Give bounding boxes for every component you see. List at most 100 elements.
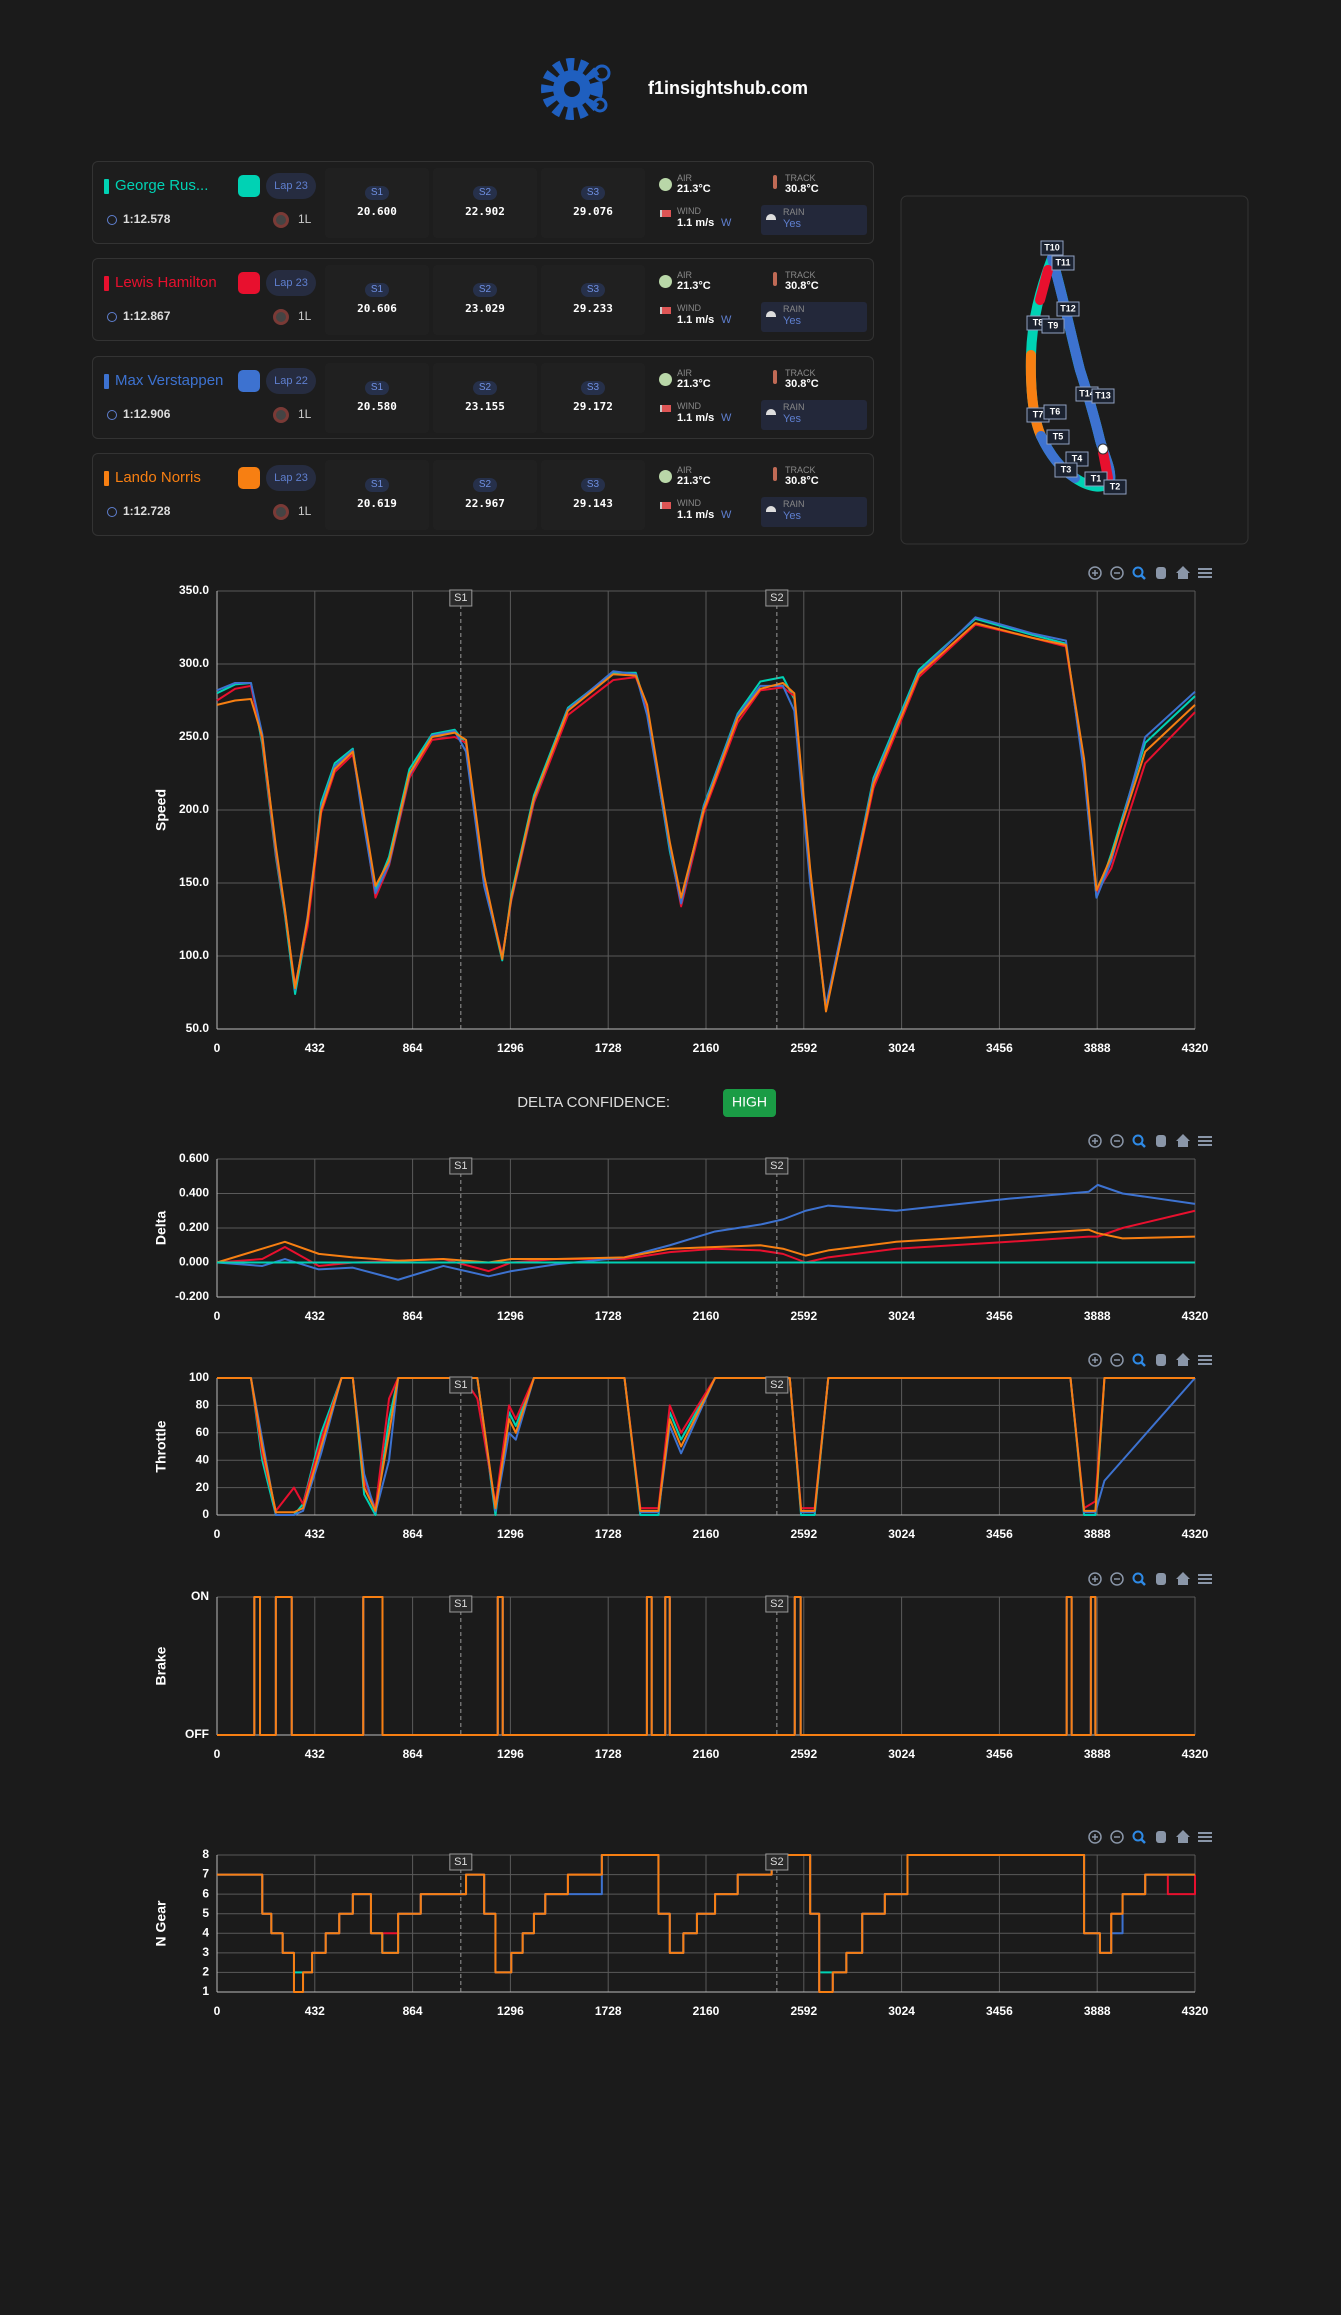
menu[interactable] — [1198, 1136, 1212, 1146]
y-tick-label: 100 — [189, 1370, 209, 1384]
y-tick-label: 300.0 — [179, 656, 209, 670]
rain-value: Yes — [783, 315, 801, 327]
icon-shape — [1140, 1361, 1146, 1367]
lap-pill: Lap 22 — [266, 368, 316, 394]
pan[interactable] — [1156, 1135, 1166, 1147]
menu[interactable] — [1198, 1832, 1212, 1842]
sector-cell: S3 29.172 — [541, 363, 645, 433]
icon-shape — [1156, 1354, 1166, 1366]
air-icon — [659, 275, 672, 288]
pan[interactable] — [1156, 567, 1166, 579]
turn-label: T10 — [1044, 242, 1060, 252]
x-tick-label: 1296 — [497, 1309, 524, 1323]
reset-zoom[interactable] — [1176, 1572, 1190, 1585]
zoom-in[interactable] — [1088, 1830, 1102, 1844]
tyre-icon — [273, 212, 289, 228]
sector-label: S3 — [581, 381, 605, 395]
rain-icon — [766, 214, 776, 220]
air-icon — [659, 178, 672, 191]
sector-label: S2 — [473, 381, 497, 395]
icon-shape — [1156, 567, 1166, 579]
zoom-out[interactable] — [1110, 1353, 1124, 1367]
zoom-out[interactable] — [1110, 1830, 1124, 1844]
sector-label: S3 — [581, 283, 605, 297]
zoom-in[interactable] — [1088, 566, 1102, 580]
pan[interactable] — [1156, 1831, 1166, 1843]
x-tick-label: 1296 — [497, 1041, 524, 1055]
y-tick-label: 200.0 — [179, 802, 209, 816]
wind-icon — [660, 502, 671, 509]
zoom-select[interactable] — [1132, 1353, 1146, 1367]
zoom-select[interactable] — [1132, 1830, 1146, 1844]
y-tick-label: 250.0 — [179, 729, 209, 743]
zoom-out[interactable] — [1110, 1134, 1124, 1148]
icon-shape — [1176, 566, 1190, 579]
rain-label: RAIN — [783, 499, 805, 509]
icon-shape — [1176, 1572, 1190, 1585]
zoom-select[interactable] — [1132, 1572, 1146, 1586]
icon-shape — [1156, 1573, 1166, 1585]
turn-box — [1046, 429, 1070, 445]
reset-zoom[interactable] — [1176, 1134, 1190, 1147]
y-tick-label: 6 — [202, 1886, 209, 1900]
track-value: 30.8°C — [785, 378, 819, 390]
zoom-in[interactable] — [1088, 1572, 1102, 1586]
rain-value: Yes — [783, 218, 801, 230]
menu[interactable] — [1198, 1355, 1212, 1365]
tyre-icon — [273, 504, 289, 520]
turn-box — [1051, 255, 1075, 271]
icon-shape — [1110, 1830, 1124, 1844]
zoom-in[interactable] — [1088, 1134, 1102, 1148]
turn-box — [1103, 479, 1127, 495]
turn-box — [1041, 318, 1065, 334]
x-tick-label: 432 — [305, 1041, 325, 1055]
wind-value: 1.1 m/s — [677, 217, 715, 229]
x-tick-label: 3888 — [1084, 1309, 1111, 1323]
wind-icon — [660, 307, 671, 314]
x-tick-label: 3024 — [888, 1309, 915, 1323]
rain-box: RAIN Yes — [761, 205, 867, 235]
sector-time: 20.580 — [357, 400, 397, 413]
pan[interactable] — [1156, 1573, 1166, 1585]
sector-time: 29.172 — [573, 400, 613, 413]
icon-shape — [1110, 566, 1124, 580]
sector-cell: S1 20.619 — [325, 460, 429, 530]
rain-box: RAIN Yes — [761, 497, 867, 527]
driver-card: Lewis Hamilton Lap 23 1:12.867 1L S1 20.606 S2… — [92, 258, 874, 341]
x-tick-label: 432 — [305, 1747, 325, 1761]
sector-marker-box — [765, 589, 789, 607]
zoom-out[interactable] — [1110, 566, 1124, 580]
air-icon — [659, 373, 672, 386]
x-tick-label: 1728 — [595, 1527, 622, 1541]
air-value: 21.3°C — [677, 378, 711, 390]
turn-box — [1040, 240, 1064, 256]
pan[interactable] — [1156, 1354, 1166, 1366]
y-tick-label: 100.0 — [179, 948, 209, 962]
zoom-select[interactable] — [1132, 566, 1146, 580]
sector-cell: S1 20.606 — [325, 265, 429, 335]
menu[interactable] — [1198, 1574, 1212, 1584]
track-temp-icon — [773, 272, 777, 286]
weather: AIR 21.3°C TRACK 30.8°C WIND 1.1 m/s W RAIN Yes — [649, 357, 873, 438]
zoom-select[interactable] — [1132, 1134, 1146, 1148]
x-tick-label: 2592 — [790, 1041, 817, 1055]
zoom-in[interactable] — [1088, 1353, 1102, 1367]
tyre: 1L — [298, 309, 312, 323]
y-axis-label: Speed — [153, 789, 169, 831]
x-tick-label: 2160 — [693, 1527, 720, 1541]
turn-label: T11 — [1055, 257, 1070, 267]
sector-time: 20.619 — [357, 497, 397, 510]
reset-zoom[interactable] — [1176, 566, 1190, 579]
turn-label: T9 — [1048, 320, 1059, 330]
menu[interactable] — [1198, 568, 1212, 578]
zoom-out[interactable] — [1110, 1572, 1124, 1586]
track-label: TRACK — [785, 465, 816, 475]
rain-value: Yes — [783, 413, 801, 425]
turn-label: T3 — [1061, 464, 1072, 474]
reset-zoom[interactable] — [1176, 1830, 1190, 1843]
air-value: 21.3°C — [677, 475, 711, 487]
weather: AIR 21.3°C TRACK 30.8°C WIND 1.1 m/s W RAIN Yes — [649, 454, 873, 535]
reset-zoom[interactable] — [1176, 1353, 1190, 1366]
air-value: 21.3°C — [677, 183, 711, 195]
